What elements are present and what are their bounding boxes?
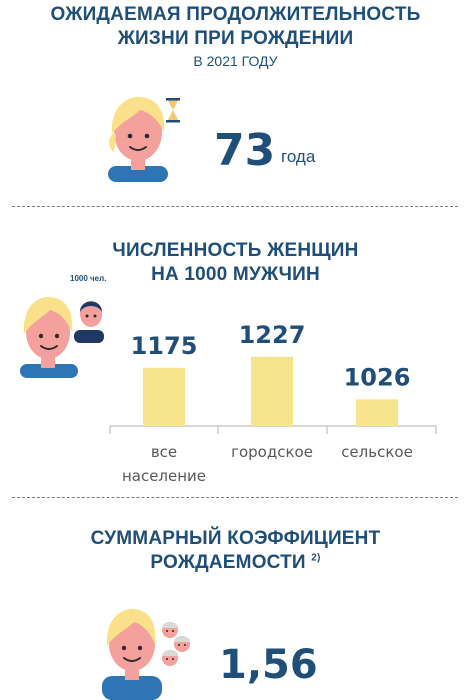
fertility-value: 1,56 bbox=[219, 642, 318, 688]
chart-value-label: 1175 bbox=[131, 332, 198, 360]
life-expectancy-title-line2: ЖИЗНИ ПРИ РОЖДЕНИИ bbox=[117, 28, 354, 49]
woman-and-man-icon bbox=[20, 296, 104, 378]
chart-category-label-line: население bbox=[121, 467, 207, 485]
section-divider bbox=[12, 206, 458, 207]
chart-bar bbox=[143, 367, 185, 426]
life-expectancy-unit: года bbox=[281, 147, 316, 166]
women-per-men-title-line1: ЧИСЛЕННОСТЬ ЖЕНЩИН bbox=[112, 240, 359, 261]
chart-value-label: 1227 bbox=[239, 321, 306, 349]
chart-category-label-line: городское bbox=[231, 443, 313, 461]
chart-category-label-line: все bbox=[150, 443, 178, 461]
chart-category-label-line: сельское bbox=[341, 443, 413, 461]
chart-value-label: 1026 bbox=[344, 363, 411, 391]
chart-category-label: все население bbox=[110, 440, 218, 488]
fertility-title-line2-row: РОЖДАЕМОСТИ 2) bbox=[0, 552, 471, 574]
life-expectancy-value: 73 bbox=[214, 125, 276, 176]
life-expectancy-title-line1: ОЖИДАЕМАЯ ПРОДОЛЖИТЕЛЬНОСТЬ bbox=[50, 4, 421, 25]
life-expectancy-subtitle: В 2021 ГОДУ bbox=[193, 53, 278, 69]
chart-bar bbox=[251, 356, 293, 426]
fertility-title-line1: СУММАРНЫЙ КОЭФФИЦИЕНТ bbox=[90, 528, 381, 549]
fertility-title-line2: РОЖДАЕМОСТИ bbox=[150, 552, 306, 573]
chart-bar bbox=[356, 399, 398, 426]
chart-category-label: сельское bbox=[323, 440, 431, 464]
women-per-men-title-line2: НА 1000 МУЖЧИН bbox=[151, 264, 320, 285]
icon-caption: 1000 чел. bbox=[70, 274, 107, 283]
chart-category-label: городское bbox=[218, 440, 326, 464]
woman-with-babies-icon bbox=[102, 608, 190, 700]
woman-hourglass-icon bbox=[108, 96, 180, 182]
fertility-footnote: 2) bbox=[311, 552, 321, 564]
section-divider bbox=[12, 497, 458, 498]
